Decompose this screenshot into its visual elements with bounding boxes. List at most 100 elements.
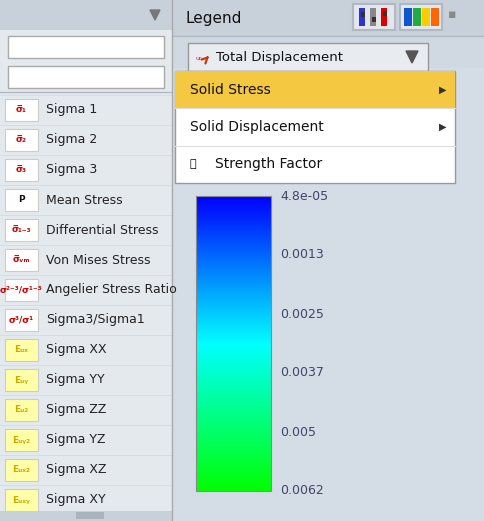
Bar [196,290,271,292]
Bar [196,266,271,268]
Bar [196,483,271,485]
Bar [196,199,271,201]
Bar [196,469,271,472]
Bar [172,0,484,36]
Bar [196,264,271,266]
Bar [188,43,427,71]
Bar [196,473,271,474]
Bar [196,271,271,272]
Bar [196,238,271,240]
Bar [196,482,271,484]
Bar [196,283,271,286]
Text: σ²⁻³/σ¹⁻³: σ²⁻³/σ¹⁻³ [0,286,42,294]
Bar [196,481,271,483]
Bar [196,453,271,455]
Bar [399,4,441,30]
Bar [196,338,271,340]
Bar [196,277,271,279]
Bar [196,281,271,282]
Bar [172,0,484,68]
Bar [196,196,271,491]
Bar [196,412,271,413]
Bar [196,385,271,387]
Bar [196,326,271,328]
Bar [196,281,271,283]
Bar [196,395,271,398]
Bar [196,455,271,456]
Bar [196,300,271,302]
Bar [196,442,271,444]
Bar [196,287,271,289]
Bar [369,8,375,26]
Bar [196,267,271,269]
Bar [8,36,164,58]
Bar [196,327,271,329]
Bar [196,219,271,220]
Bar [196,245,271,247]
Text: σ̅₂: σ̅₂ [15,135,27,144]
Bar [196,259,271,261]
Bar [196,290,271,291]
Bar [196,450,271,452]
Bar [196,403,271,404]
Bar [196,352,271,354]
Bar [196,463,271,464]
Bar [196,424,271,426]
Bar [196,436,271,438]
Bar [196,393,271,394]
Bar [196,377,271,379]
Bar [196,380,271,382]
Text: Strength Factor: Strength Factor [214,157,321,171]
Bar [196,263,271,265]
Bar [196,368,271,370]
Bar [196,276,271,278]
Bar [196,204,271,206]
Bar [196,243,271,245]
Bar [196,472,271,473]
Bar [196,274,271,276]
Bar [196,372,271,374]
Bar [360,12,364,17]
Bar [5,399,38,421]
Bar [196,241,271,243]
Bar [196,389,271,391]
Bar [196,344,271,346]
Bar [196,396,271,399]
Bar [196,200,271,202]
Bar [196,343,271,345]
Bar [196,370,271,372]
Bar [196,431,271,433]
Bar [5,369,38,391]
Bar [196,284,271,287]
Bar [196,293,271,295]
Bar [196,209,271,211]
Bar [196,378,271,380]
Bar [196,434,271,436]
Text: Solid Stress: Solid Stress [190,83,270,97]
Text: ᵤᵣ: ᵤᵣ [196,52,202,62]
Bar [196,376,271,378]
Bar [196,260,271,262]
Bar [196,355,271,357]
Bar [196,480,271,482]
Bar [196,351,271,353]
Text: Eᵤₓ: Eᵤₓ [14,345,28,354]
Bar [5,129,38,151]
Bar [196,437,271,439]
Bar [430,8,438,26]
Bar [196,422,271,424]
Bar [196,490,271,492]
Bar [196,404,271,406]
Text: Sigma XZ: Sigma XZ [46,464,106,477]
Bar [196,244,271,246]
Bar [196,272,271,274]
Bar [196,407,271,410]
Bar [5,219,38,241]
Bar [196,445,271,447]
Bar [175,71,454,108]
Text: ▶: ▶ [439,122,446,132]
Text: 0.0013: 0.0013 [279,249,323,262]
Text: σ̅ᵥₘ: σ̅ᵥₘ [12,255,30,265]
Bar [196,419,271,421]
Bar [196,359,271,361]
